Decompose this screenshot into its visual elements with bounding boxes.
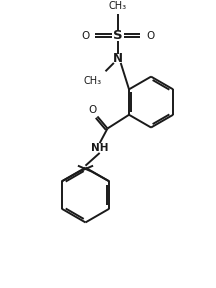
Text: O: O bbox=[88, 105, 97, 115]
Text: CH₃: CH₃ bbox=[109, 1, 127, 11]
Text: O: O bbox=[81, 31, 89, 41]
Text: S: S bbox=[113, 29, 123, 42]
Text: NH: NH bbox=[91, 143, 108, 153]
Text: O: O bbox=[146, 31, 154, 41]
Text: N: N bbox=[113, 52, 123, 65]
Text: CH₃: CH₃ bbox=[83, 76, 102, 86]
